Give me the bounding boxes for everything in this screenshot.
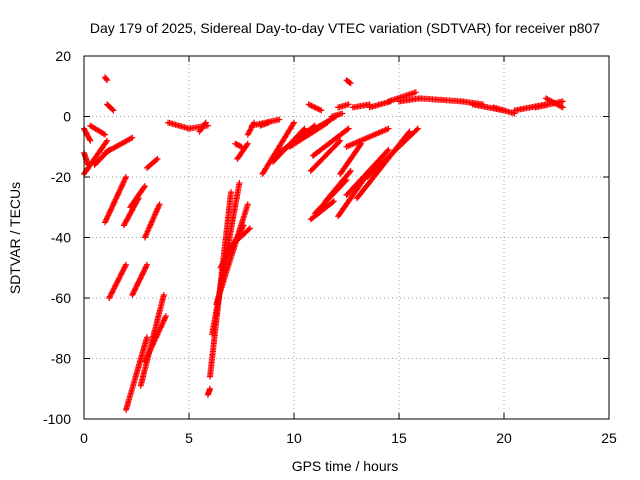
data-point-track [120,195,142,229]
data-point-track [364,125,421,180]
data-point-track [141,201,163,241]
axis-ticks [83,55,610,420]
data-point-track [223,225,253,253]
data-point-track [232,140,245,150]
data-point-track [305,101,325,114]
data-point-track [165,119,192,132]
data-point-track [307,198,337,223]
x-tick-labels: 0 5 10 15 20 25 [80,430,617,446]
grid-lines [84,56,609,419]
chart-title: Day 179 of 2025, Sidereal Day-to-day VTE… [90,20,600,36]
y-tick-label: -60 [51,290,71,306]
data-point-track [322,167,354,205]
y-axis-label: SDTVAR / TECUs [7,182,23,294]
data-point-track [87,122,108,138]
data-point-track [106,261,129,301]
data-point-track [102,74,111,84]
y-tick-label: 20 [55,48,71,64]
data-point-track [307,137,344,174]
data-point-track [349,101,373,111]
data-point-track [102,174,129,226]
data-point-track [343,146,392,199]
x-tick-label: 0 [80,430,88,446]
x-tick-label: 20 [496,430,512,446]
data-point-track [144,155,161,171]
data-point-track [102,134,136,156]
data-point-track [127,183,148,211]
data-point-track [141,313,169,365]
data-point-track [196,119,209,135]
y-tick-label: 0 [63,109,71,125]
data-point-track [543,95,566,111]
data-point-track [343,77,354,87]
data-point-track [123,334,150,413]
data-point-track [490,104,518,117]
x-tick-label: 10 [286,430,302,446]
y-tick-label: -40 [51,230,71,246]
data-point-track [234,140,251,162]
data-points [81,74,566,413]
data-point-track [104,101,117,114]
data-point-track [257,119,272,129]
plot-frame [83,55,610,420]
data-point-track [385,89,419,105]
data-point-track [335,101,352,111]
data-point-track [259,119,297,177]
data-point-track [328,110,346,120]
data-point-track [204,385,213,398]
data-point-track [343,125,392,150]
y-tick-label: -20 [51,169,71,185]
y-tick-labels: -100 -80 -60 -40 -20 0 20 [43,48,71,427]
data-point-track [337,140,365,177]
x-tick-label: 25 [601,430,617,446]
x-tick-label: 15 [391,430,407,446]
data-point-track [129,261,150,298]
data-point-track [417,95,465,105]
y-tick-label: -100 [43,411,71,427]
x-tick-label: 5 [185,430,193,446]
data-point-track [309,125,352,159]
x-axis-label: GPS time / hours [292,458,399,474]
y-tick-label: -80 [51,351,71,367]
